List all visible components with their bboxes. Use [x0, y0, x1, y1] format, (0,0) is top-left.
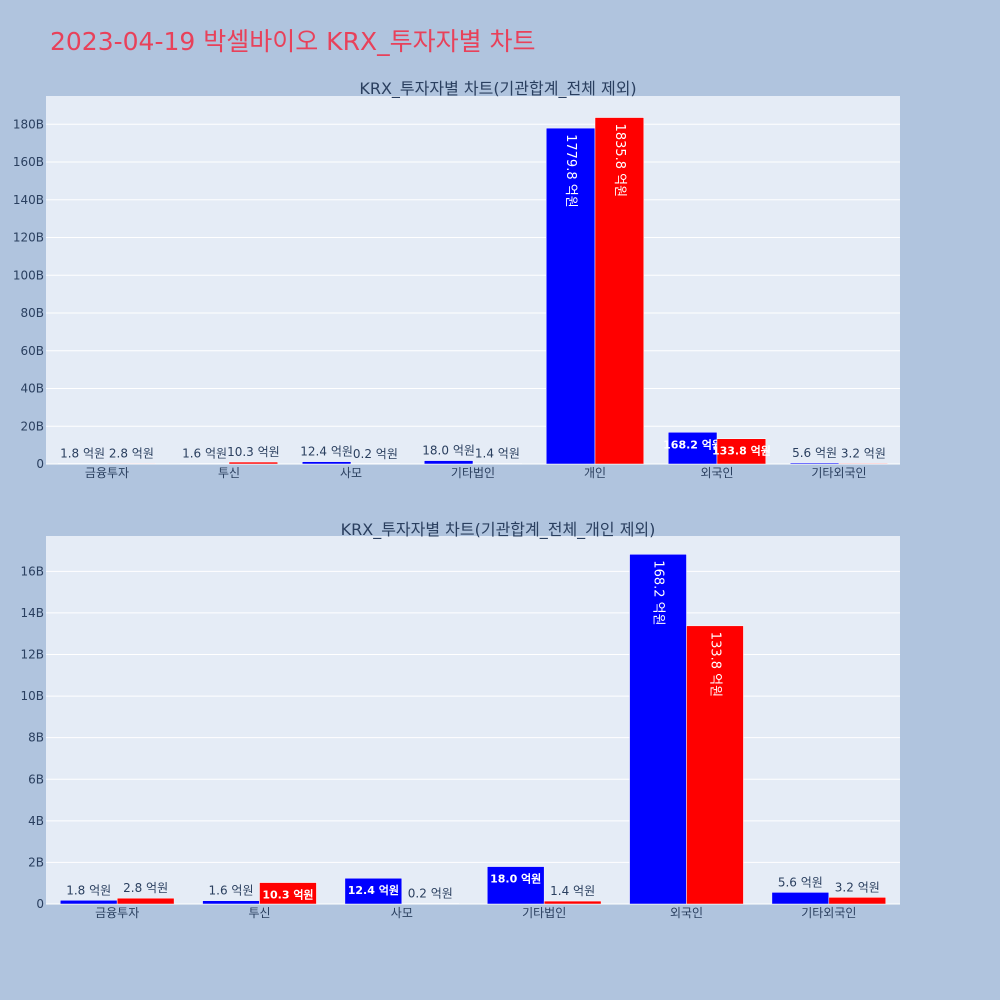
- y-tick-label: 12B: [20, 648, 44, 662]
- data-label: 1.6 억원: [182, 447, 227, 461]
- y-tick-label: 20B: [20, 419, 44, 433]
- chart-title: KRX_투자자별 차트(기관합계_전체 제외): [359, 79, 636, 99]
- y-tick-label: 2B: [28, 855, 44, 869]
- bar: [259, 882, 317, 905]
- data-label: 5.6 억원: [792, 446, 837, 460]
- bar: [594, 117, 645, 465]
- y-tick-label: 0: [36, 897, 44, 911]
- data-label: 18.0 억원: [490, 872, 541, 886]
- data-label: 0.2 억원: [353, 447, 398, 461]
- x-tick-label: 외국인: [670, 906, 703, 920]
- x-tick-label: 기타법인: [451, 466, 495, 480]
- bar: [106, 463, 157, 465]
- bar: [771, 892, 830, 905]
- y-tick-label: 60B: [20, 344, 44, 358]
- x-tick-label: 금융투자: [95, 906, 139, 920]
- data-label: 0.2 억원: [408, 887, 453, 901]
- chart-title: KRX_투자자별 차트(기관합계_전체_개인 제외): [341, 520, 656, 540]
- y-tick-label: 10B: [20, 689, 44, 703]
- data-label: 1835.8 억원: [612, 124, 627, 198]
- data-label: 168.2 억원: [651, 560, 666, 625]
- bar: [202, 900, 260, 905]
- y-tick-label: 120B: [13, 231, 44, 245]
- data-label: 133.8 억원: [707, 632, 722, 697]
- y-tick-label: 40B: [20, 382, 44, 396]
- plot-area: [46, 96, 900, 464]
- data-label: 133.8 억원: [712, 444, 771, 458]
- data-label: 1779.8 억원: [563, 134, 578, 208]
- bar: [116, 897, 175, 905]
- bar: [472, 463, 523, 465]
- bar: [838, 463, 889, 465]
- bar: [545, 127, 596, 465]
- plot-area: [46, 536, 900, 904]
- data-label: 168.2 억원: [663, 437, 722, 451]
- data-label: 10.3 억원: [262, 888, 313, 902]
- bar: [350, 463, 401, 465]
- x-tick-label: 투신: [218, 466, 240, 480]
- y-tick-label: 100B: [13, 268, 44, 282]
- data-label: 12.4 억원: [348, 883, 399, 897]
- x-tick-label: 사모: [340, 466, 362, 480]
- y-tick-label: 80B: [20, 306, 44, 320]
- y-tick-label: 16B: [20, 564, 44, 578]
- bar: [543, 900, 602, 905]
- bar: [716, 438, 767, 465]
- bar: [401, 903, 460, 905]
- y-tick-label: 8B: [28, 731, 44, 745]
- bar: [228, 461, 279, 465]
- x-tick-label: 외국인: [700, 466, 733, 480]
- y-tick-label: 160B: [13, 155, 44, 169]
- bar: [301, 461, 352, 465]
- bar: [686, 625, 744, 905]
- y-tick-label: 0: [36, 457, 44, 471]
- data-label: 1.4 억원: [475, 447, 520, 461]
- y-tick-label: 4B: [28, 814, 44, 828]
- y-tick-label: 140B: [13, 193, 44, 207]
- data-label: 3.2 억원: [841, 446, 886, 460]
- data-label: 10.3 억원: [227, 445, 280, 459]
- x-tick-label: 기타법인: [522, 906, 566, 920]
- x-tick-label: 투신: [248, 906, 270, 920]
- y-tick-label: 14B: [20, 606, 44, 620]
- bar: [486, 866, 545, 905]
- x-tick-label: 개인: [584, 466, 606, 480]
- x-tick-label: 금융투자: [85, 466, 129, 480]
- bar: [667, 432, 718, 465]
- bar: [344, 877, 403, 905]
- data-label: 1.6 억원: [209, 884, 254, 898]
- x-tick-label: 기타외국인: [801, 906, 856, 920]
- data-label: 1.4 억원: [550, 884, 595, 898]
- bar: [423, 460, 474, 465]
- data-label: 5.6 억원: [778, 875, 823, 889]
- data-label: 12.4 억원: [300, 445, 353, 459]
- data-label: 1.8 억원: [66, 883, 111, 897]
- data-label: 1.8 억원: [60, 447, 105, 461]
- bar: [59, 900, 118, 905]
- y-tick-label: 180B: [13, 117, 44, 131]
- data-label: 18.0 억원: [422, 444, 475, 458]
- x-tick-label: 사모: [391, 906, 413, 920]
- y-tick-label: 6B: [28, 772, 44, 786]
- bar: [828, 897, 887, 905]
- chart-top: 0 20B 40B 60B 80B 100B 120B 140B 160B 180B KRX_투자자…: [13, 79, 900, 480]
- data-label: 2.8 억원: [109, 446, 154, 460]
- x-tick-label: 기타외국인: [811, 466, 866, 480]
- data-label: 2.8 억원: [123, 881, 168, 895]
- data-label: 3.2 억원: [835, 880, 880, 894]
- bar: [629, 554, 687, 905]
- page-title: 2023-04-19 박셀바이오 KRX_투자자별 차트: [50, 27, 536, 56]
